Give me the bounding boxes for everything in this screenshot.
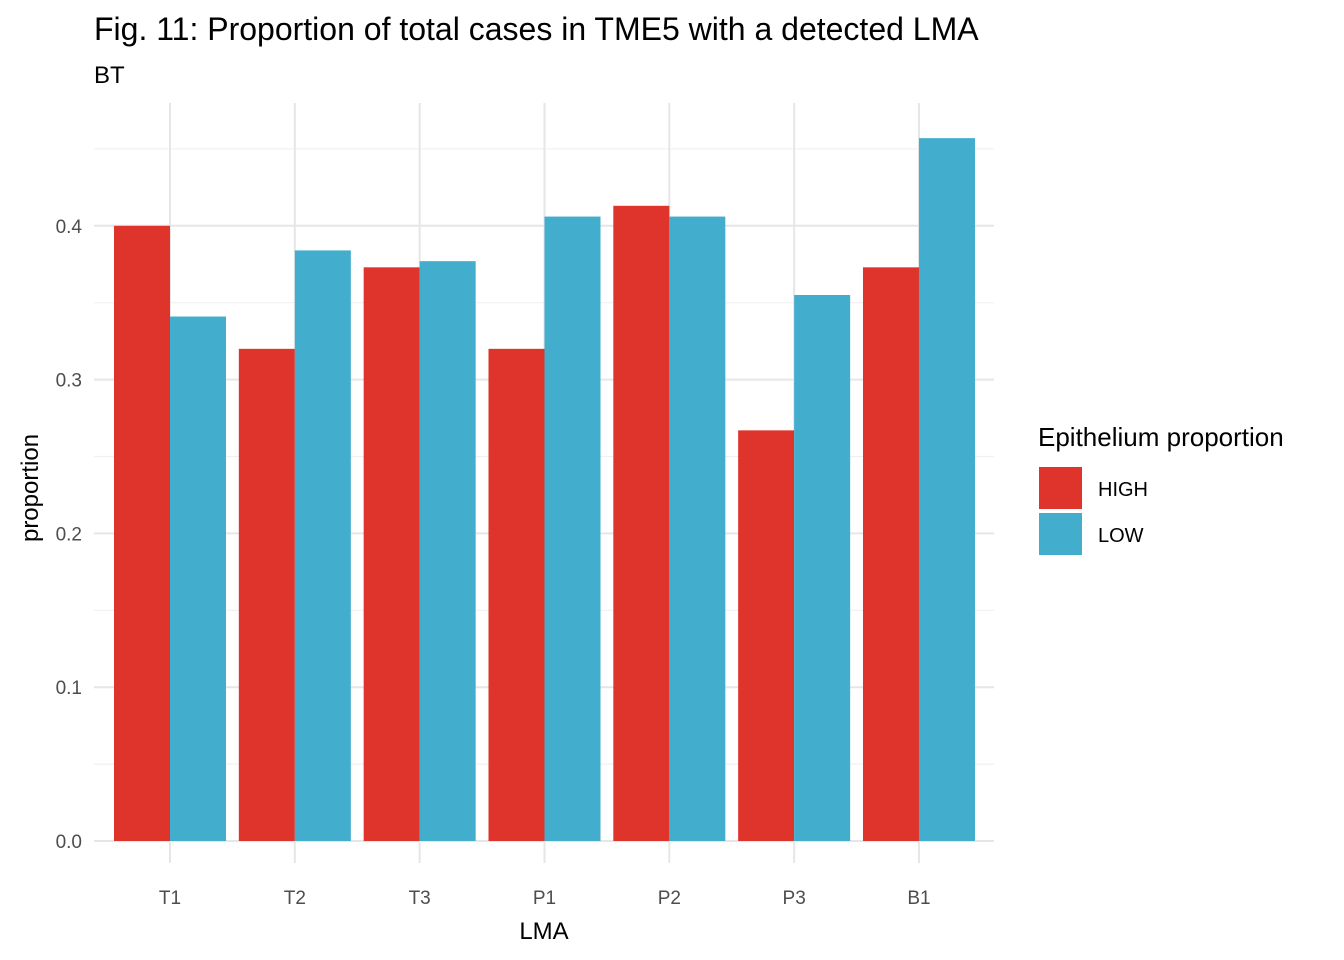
bar-low-p2 bbox=[669, 216, 726, 841]
bar-low-t1 bbox=[170, 316, 226, 841]
bars bbox=[114, 138, 975, 842]
y-axis-title: proportion bbox=[17, 434, 44, 542]
bar-high-p3 bbox=[738, 430, 795, 841]
y-tick-label: 0.2 bbox=[56, 524, 82, 545]
bar-high-t2 bbox=[238, 348, 295, 841]
chart-subtitle: BT bbox=[94, 62, 125, 89]
legend: Epithelium proportion HIGH LOW bbox=[1038, 422, 1284, 555]
legend-title: Epithelium proportion bbox=[1038, 422, 1284, 452]
x-tick-labels: T1 T2 T3 P1 P2 P3 B1 bbox=[159, 888, 931, 909]
y-tick-label: 0.0 bbox=[56, 832, 82, 853]
x-tick-label: B1 bbox=[907, 888, 930, 909]
x-tick-label: T3 bbox=[409, 888, 431, 909]
bar-low-t2 bbox=[294, 250, 351, 841]
bar-low-p1 bbox=[544, 216, 601, 841]
legend-label-low: LOW bbox=[1098, 525, 1144, 547]
y-tick-label: 0.4 bbox=[56, 217, 83, 238]
bar-high-t1 bbox=[114, 225, 170, 842]
legend-key-high bbox=[1039, 467, 1082, 509]
bar-high-p2 bbox=[613, 205, 670, 841]
bar-low-t3 bbox=[419, 261, 476, 841]
x-tick-label: T1 bbox=[159, 888, 181, 909]
x-tick-label: P1 bbox=[533, 888, 556, 909]
x-axis-title: LMA bbox=[519, 918, 568, 945]
bar-high-t3 bbox=[363, 267, 420, 841]
y-tick-label: 0.3 bbox=[56, 371, 82, 392]
x-tick-label: T2 bbox=[284, 888, 306, 909]
chart-title: Fig. 11: Proportion of total cases in TM… bbox=[94, 11, 979, 47]
legend-key-low bbox=[1039, 513, 1082, 555]
bar-high-p1 bbox=[488, 348, 545, 841]
x-tick-label: P3 bbox=[783, 888, 806, 909]
bar-high-b1 bbox=[862, 267, 919, 841]
x-tick-label: P2 bbox=[658, 888, 681, 909]
y-tick-labels: 0.0 0.1 0.2 0.3 0.4 bbox=[56, 217, 83, 853]
bar-low-p3 bbox=[794, 295, 851, 841]
y-tick-label: 0.1 bbox=[56, 678, 82, 699]
legend-label-high: HIGH bbox=[1098, 479, 1148, 501]
bar-low-b1 bbox=[918, 138, 975, 841]
